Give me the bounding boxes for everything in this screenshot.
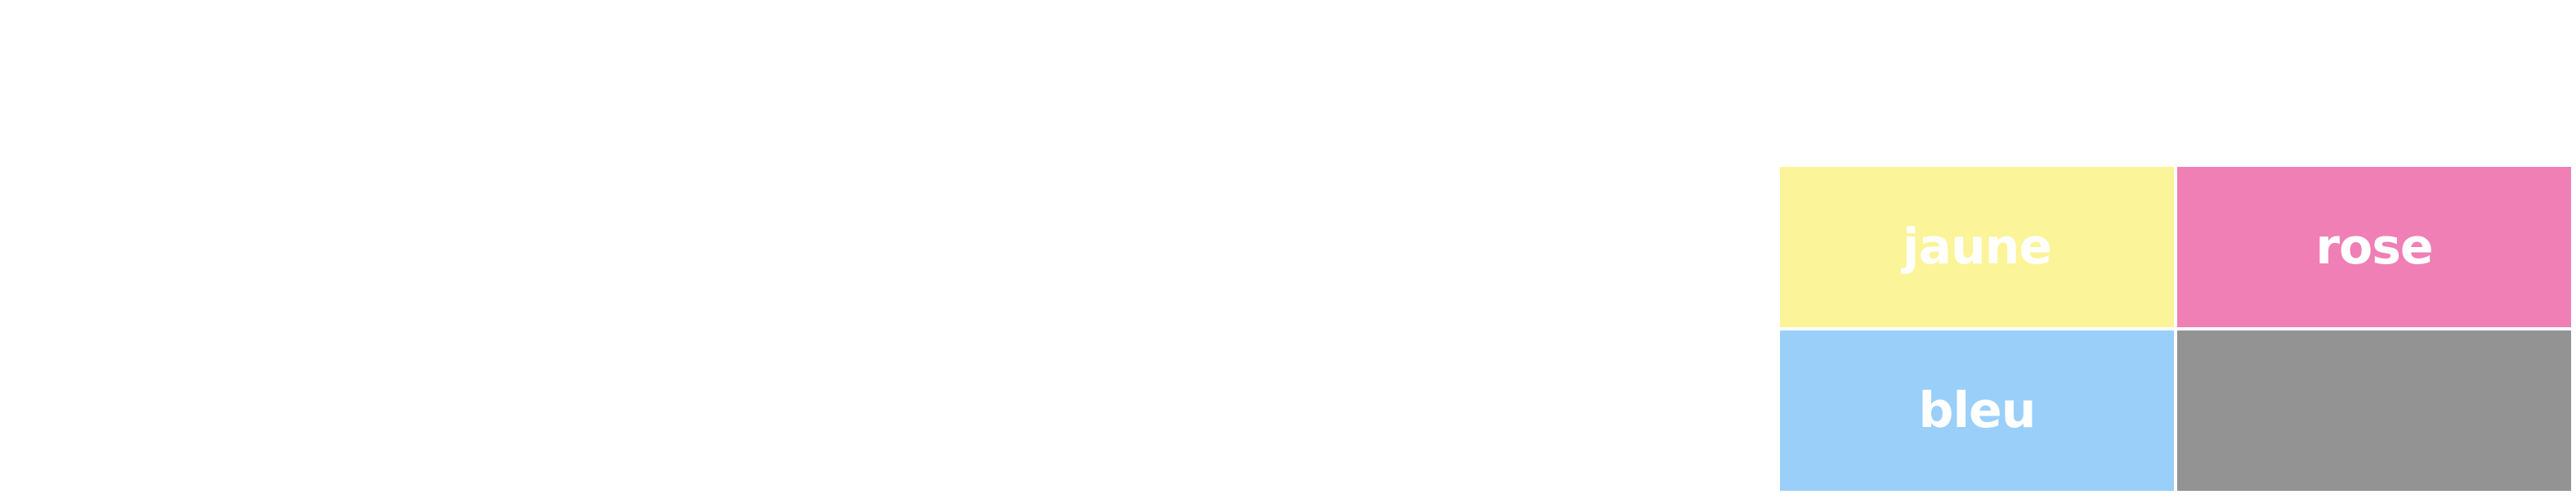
tile-gray [2177, 330, 2571, 491]
color-tile-grid: jaune rose bleu [1780, 167, 2571, 494]
tile-bleu: bleu [1780, 330, 2174, 491]
tile-jaune-label: jaune [1902, 218, 2052, 276]
tile-jaune: jaune [1780, 167, 2174, 327]
tile-rose-label: rose [2315, 218, 2433, 276]
tile-rose: rose [2177, 167, 2571, 327]
tile-bleu-label: bleu [1918, 382, 2037, 439]
